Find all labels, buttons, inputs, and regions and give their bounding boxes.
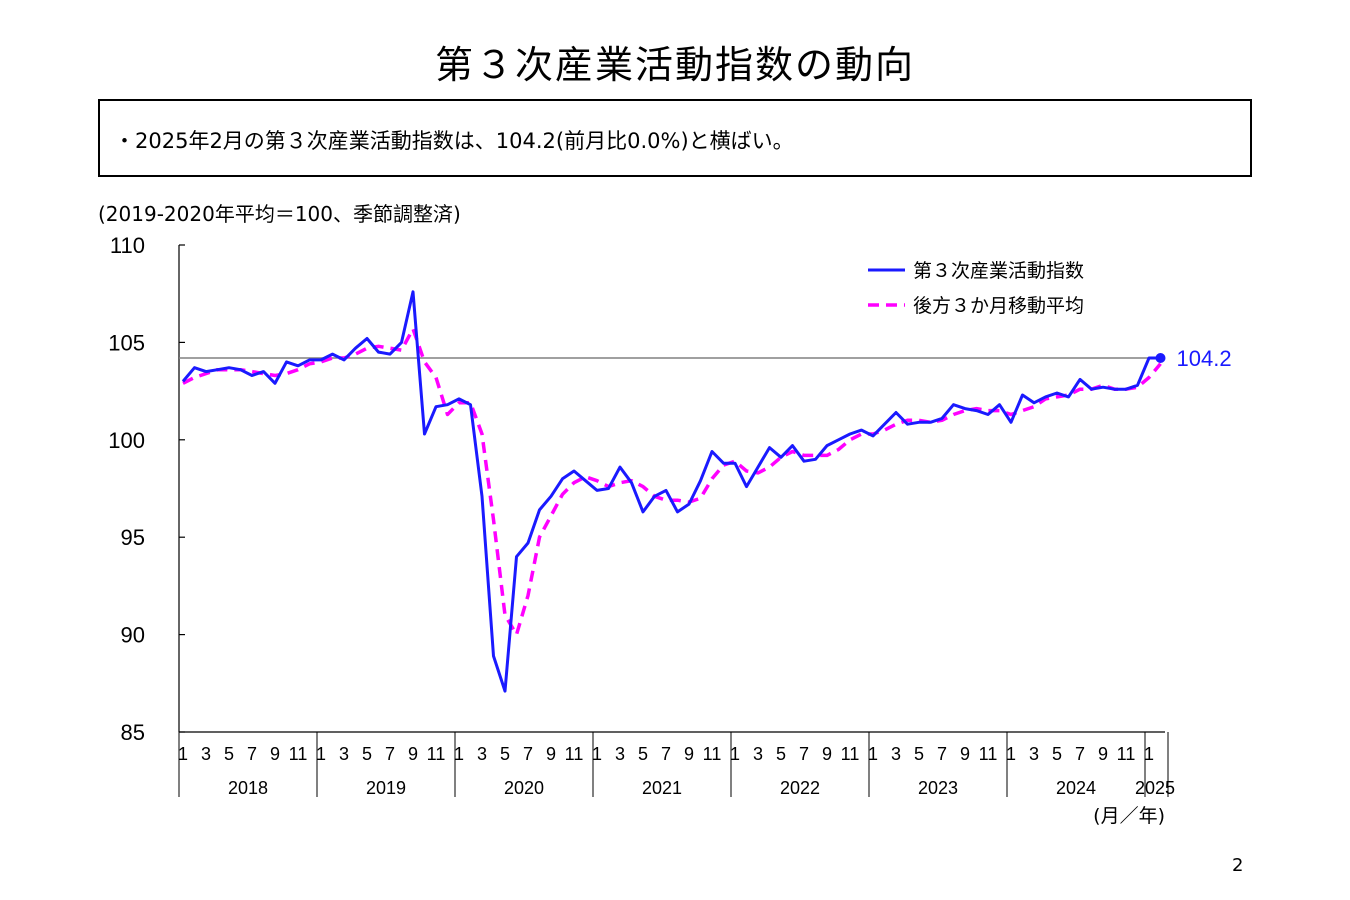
- month-tick-label: 9: [822, 744, 832, 764]
- month-tick-label: 5: [362, 744, 372, 764]
- x-unit-label: (月／年): [1093, 805, 1165, 827]
- month-tick-label: 7: [661, 744, 671, 764]
- y-tick-label: 110: [110, 233, 145, 258]
- page-title: 第３次産業活動指数の動向: [434, 43, 915, 87]
- year-label: 2024: [1056, 778, 1096, 798]
- legend-label-index: 第３次産業活動指数: [913, 260, 1084, 282]
- month-tick-label: 1: [178, 744, 188, 764]
- month-tick-label: 3: [201, 744, 211, 764]
- year-label: 2023: [918, 778, 958, 798]
- month-tick-label: 11: [1117, 744, 1136, 764]
- month-tick-label: 1: [454, 744, 464, 764]
- month-tick-label: 7: [799, 744, 809, 764]
- month-tick-label: 5: [638, 744, 648, 764]
- month-tick-label: 11: [427, 744, 446, 764]
- month-tick-label: 7: [385, 744, 395, 764]
- month-tick-label: 1: [868, 744, 878, 764]
- last-value-label: 104.2: [1177, 346, 1232, 371]
- y-tick-label: 105: [108, 330, 145, 355]
- month-tick-label: 1: [1006, 744, 1016, 764]
- month-tick-label: 9: [270, 744, 280, 764]
- month-tick-label: 3: [615, 744, 625, 764]
- month-tick-label: 5: [776, 744, 786, 764]
- month-tick-label: 9: [408, 744, 418, 764]
- month-tick-label: 9: [1098, 744, 1108, 764]
- month-tick-label: 7: [937, 744, 947, 764]
- y-tick-label: 95: [121, 525, 145, 550]
- month-tick-label: 3: [753, 744, 763, 764]
- year-label: 2020: [504, 778, 544, 798]
- month-tick-label: 9: [546, 744, 556, 764]
- month-tick-label: 11: [289, 744, 308, 764]
- month-tick-label: 1: [316, 744, 326, 764]
- month-tick-label: 7: [1075, 744, 1085, 764]
- month-tick-label: 3: [891, 744, 901, 764]
- month-tick-label: 1: [730, 744, 740, 764]
- unit-note: (2019-2020年平均＝100、季節調整済): [98, 202, 461, 226]
- y-tick-label: 90: [121, 623, 145, 648]
- month-tick-label: 11: [703, 744, 722, 764]
- moving-average-line: [182, 327, 1162, 637]
- year-label: 2022: [780, 778, 820, 798]
- month-tick-label: 9: [684, 744, 694, 764]
- month-tick-label: 5: [914, 744, 924, 764]
- summary-text: ・2025年2月の第３次産業活動指数は、104.2(前月比0.0%)と横ばい。: [114, 129, 794, 153]
- month-tick-label: 11: [841, 744, 860, 764]
- month-tick-label: 7: [247, 744, 257, 764]
- month-tick-label: 7: [523, 744, 533, 764]
- month-tick-label: 3: [1029, 744, 1039, 764]
- month-tick-label: 11: [565, 744, 584, 764]
- year-label: 2021: [642, 778, 682, 798]
- y-tick-label: 85: [121, 720, 145, 745]
- y-tick-label: 100: [108, 428, 145, 453]
- month-tick-label: 3: [339, 744, 349, 764]
- month-tick-label: 3: [477, 744, 487, 764]
- year-label: 2025: [1135, 778, 1175, 798]
- last-point-marker: [1155, 352, 1166, 363]
- index-line: [181, 290, 1161, 693]
- month-tick-label: 11: [979, 744, 998, 764]
- year-label: 2018: [228, 778, 268, 798]
- month-tick-label: 5: [1052, 744, 1062, 764]
- month-tick-label: 5: [500, 744, 510, 764]
- year-label: 2019: [366, 778, 406, 798]
- month-tick-label: 9: [960, 744, 970, 764]
- page-number: 2: [1232, 855, 1244, 876]
- summary-box: ・2025年2月の第３次産業活動指数は、104.2(前月比0.0%)と横ばい。: [98, 99, 1252, 177]
- month-tick-label: 5: [224, 744, 234, 764]
- month-tick-label: 1: [592, 744, 602, 764]
- month-tick-label: 1: [1144, 744, 1154, 764]
- legend-label-moving-average: 後方３か月移動平均: [913, 295, 1084, 317]
